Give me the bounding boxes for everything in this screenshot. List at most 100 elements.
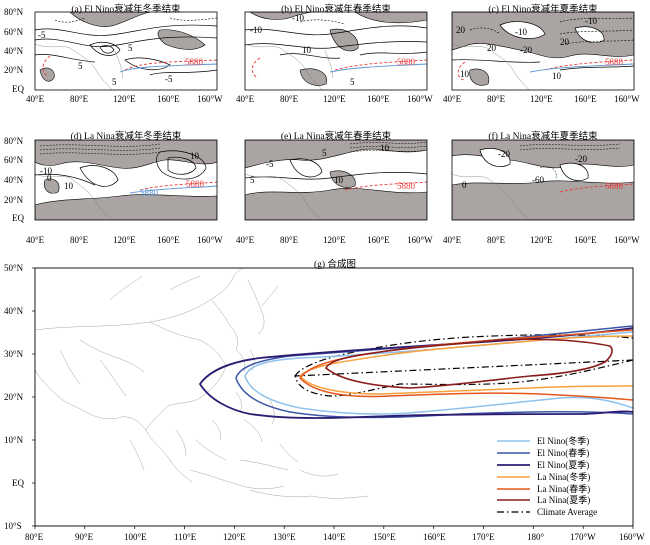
legend-label: La Nina(春季) (537, 484, 591, 494)
contour-label: 5 (322, 148, 327, 158)
composite-y-tick: 30°N (4, 349, 24, 359)
contour-label: 5 (250, 175, 255, 185)
composite-x-tick: 130°E (273, 532, 296, 542)
legend-swatches (497, 440, 530, 513)
x-tick-label: 160°E (367, 94, 390, 104)
contour-label: -10 (515, 27, 527, 37)
contour-label: 10 (460, 69, 469, 79)
x-tick-label: 80°E (70, 94, 89, 104)
contour-label-5880: 5880 (605, 181, 623, 191)
panel-c-title: (c) El Nino衰减年夏季结束 (488, 5, 598, 15)
contour-label: 20 (560, 37, 569, 47)
contour-label: -10 (292, 13, 304, 23)
contour-label: 5 (78, 61, 83, 71)
panel-c-map (452, 12, 634, 90)
panel-a-title: (a) El Nino衰减年冬季结束 (71, 5, 181, 15)
x-tick-label: 160°W (407, 94, 433, 104)
y-tick-label: EQ (12, 84, 24, 94)
composite-x-tick: 150°E (373, 532, 396, 542)
panel-f-title: (f) La Nina衰减年夏季结束 (488, 132, 598, 142)
contour-label-5880: 5880 (140, 188, 158, 198)
composite-y-tick: 40°N (4, 306, 24, 316)
x-tick-label: 160°W (614, 235, 640, 245)
x-tick-label: 120°E (530, 94, 553, 104)
contour-label: 10 (190, 151, 199, 161)
legend-label: La Nina(夏季) (537, 495, 591, 505)
contour-label: -5 (165, 74, 173, 84)
x-tick-label: 160°W (614, 94, 640, 104)
legend-label: La Nina(冬季) (537, 472, 591, 482)
x-tick-label: 160°E (574, 94, 597, 104)
contour-label: 5 (128, 43, 133, 53)
x-tick-label: 120°E (323, 94, 346, 104)
x-tick-label: 40°E (443, 235, 462, 245)
panel-a-map (35, 12, 217, 90)
x-tick-label: 160°W (197, 94, 223, 104)
x-tick-label: 160°E (367, 235, 390, 245)
legend-label: Climate Average (537, 507, 598, 517)
x-tick-label: 160°E (157, 94, 180, 104)
y-tick-label: 40°N (4, 175, 24, 185)
contour-label: -20 (520, 45, 532, 55)
x-tick-label: 120°E (113, 235, 136, 245)
contour-label: 0 (462, 180, 467, 190)
composite-x-tick: 170°E (472, 532, 495, 542)
x-tick-label: 120°E (323, 235, 346, 245)
composite-y-tick: EQ (12, 478, 24, 488)
x-tick-label: 40°E (443, 94, 462, 104)
x-tick-label: 120°E (113, 94, 136, 104)
contour-label: 10 (380, 143, 389, 153)
x-tick-label: 80°E (487, 94, 506, 104)
y-tick-label: 60°N (4, 155, 24, 165)
contour-label: 20 (487, 43, 496, 53)
contour-label-5880: 5880 (397, 181, 415, 191)
contour-label-5880: 5880 (605, 57, 623, 67)
contour-label: -10 (40, 166, 52, 176)
contour-label: 0 (47, 173, 52, 183)
contour-label-5880: 5880 (397, 57, 415, 67)
panel-e-title: (e) La Nina衰减年春季结束 (280, 132, 392, 142)
x-tick-label: 80°E (487, 235, 506, 245)
y-tick-label: 40°N (4, 46, 24, 56)
x-tick-label: 80°E (70, 235, 89, 245)
contour-label: -20 (575, 154, 587, 164)
legend-label: El Nino(夏季) (537, 460, 590, 470)
composite-x-tick: 90°E (75, 532, 94, 542)
composite-x-tick: 140°E (323, 532, 346, 542)
x-tick-label: 160°W (197, 235, 223, 245)
composite-x-tick: 110°E (174, 532, 197, 542)
x-tick-label: 160°E (574, 235, 597, 245)
panel-e-map (245, 140, 427, 220)
y-tick-label: 80°N (4, 136, 24, 146)
composite-x-tick: 180° (527, 532, 545, 542)
composite-x-tick: 120°E (223, 532, 246, 542)
composite-ticks (32, 267, 634, 529)
composite-title: (g) 合成图 (314, 260, 356, 270)
contour-label: 10 (64, 181, 73, 191)
composite-y-tick: 20°N (4, 392, 24, 402)
panel-d-title: (d) La Nina衰减年冬季结束 (70, 132, 182, 142)
x-tick-label: 80°E (280, 94, 299, 104)
y-tick-label: EQ (12, 213, 24, 223)
composite-x-tick: 170°W (570, 532, 596, 542)
contour-label: -10 (250, 25, 262, 35)
panel-f-map (452, 140, 634, 220)
y-tick-label: 20°N (4, 65, 24, 75)
contour-label: 5 (112, 77, 117, 87)
x-tick-label: 40°E (26, 94, 45, 104)
composite-x-tick: 160°W (619, 532, 645, 542)
contour-label: -5 (38, 30, 46, 40)
x-tick-label: 160°W (407, 235, 433, 245)
contour-label-5880: 5880 (186, 179, 204, 189)
contour-label: 10 (302, 45, 311, 55)
composite-y-tick: 50°N (4, 263, 24, 273)
x-tick-label: 120°E (530, 235, 553, 245)
composite-x-tick: 100°E (124, 532, 147, 542)
contour-label-5880: 5880 (185, 57, 203, 67)
x-tick-label: 80°E (280, 235, 299, 245)
composite-y-tick: 10°S (4, 521, 22, 531)
y-tick-label: 60°N (4, 27, 24, 37)
y-tick-label: 20°N (4, 195, 24, 205)
composite-y-tick: 10°N (4, 435, 24, 445)
